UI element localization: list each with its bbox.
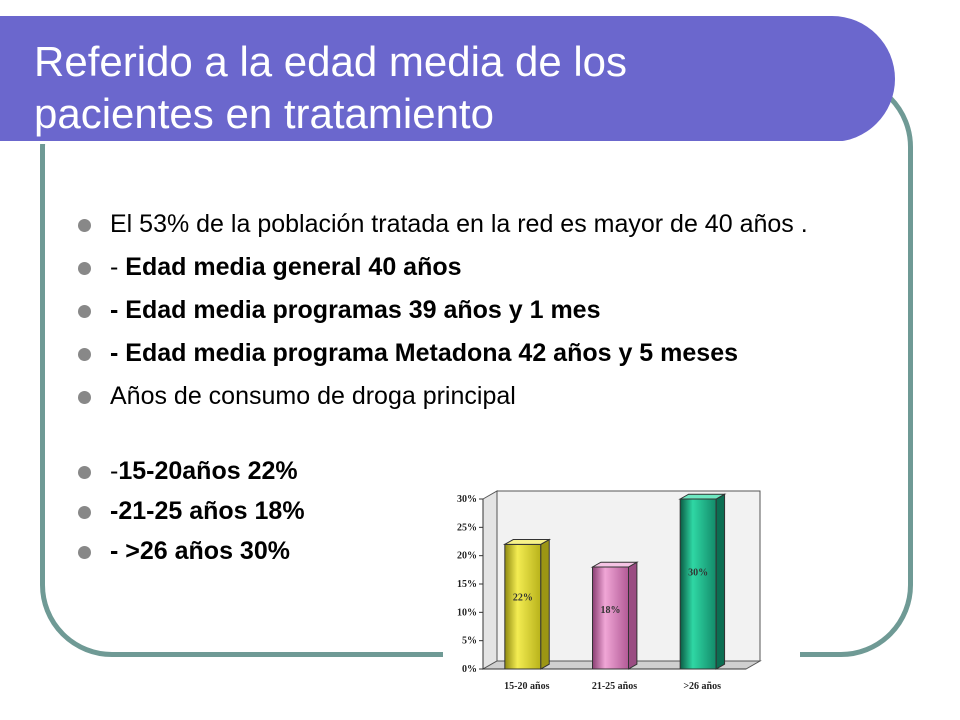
bar-front [679, 498, 717, 670]
bar-top [678, 493, 727, 500]
chart-side-wall [482, 490, 498, 670]
bullet-item: El 53% de la población tratada en la red… [78, 210, 878, 238]
bullet-item: - >26 años 30% [78, 537, 878, 565]
y-tick-label: 0% [462, 664, 477, 675]
bar: 30% [678, 493, 727, 670]
y-tick-label: 10% [457, 607, 477, 618]
bar: 22% [502, 538, 552, 670]
bar-side [715, 493, 726, 670]
bullet-item: - Edad media programa Metadona 42 años y… [78, 339, 878, 367]
bar: 18% [590, 561, 639, 670]
bar-side [628, 561, 638, 670]
bullet-item: - Edad media general 40 años [78, 253, 878, 281]
y-tick-label: 20% [457, 551, 477, 562]
slide-title-line-1: Referido a la edad media de los [34, 38, 628, 85]
y-tick-label: 5% [462, 636, 477, 647]
bar-top [502, 539, 552, 545]
y-tick-label: 30% [457, 494, 477, 505]
bar-chart: 0% 5% 10% 15% 20% 25% 30% 22% 18% 30% 15-20 años… [457, 490, 762, 692]
data-label: 30% [688, 568, 708, 579]
slide-title: Referido a la edad media de los paciente… [34, 36, 627, 140]
x-tick-label: 15-20 años [504, 681, 549, 692]
bar-front [504, 543, 542, 670]
bar-side [540, 538, 550, 670]
y-tick-label: 15% [457, 579, 477, 590]
data-label: 22% [513, 592, 533, 603]
bar-front [592, 566, 629, 670]
bullet-item: -21-25 años 18% [78, 497, 878, 525]
x-tick-label: 21-25 años [592, 681, 637, 692]
bullet-list: El 53% de la población tratada en la red… [78, 210, 878, 565]
y-tick-label: 25% [457, 522, 477, 533]
title-underline [0, 141, 848, 144]
bullet-item: Años de consumo de droga principal [78, 382, 878, 410]
x-tick-label: >26 años [683, 681, 721, 692]
data-label: 18% [601, 605, 621, 616]
bar-top [590, 561, 639, 568]
bullet-item: -15-20años 22% [78, 457, 878, 485]
title-bar: Referido a la edad media de los paciente… [0, 16, 895, 144]
chart-panel: 0% 5% 10% 15% 20% 25% 30% 22% 18% 30% 15-20 años… [443, 485, 800, 720]
bullet-item: - Edad media programas 39 años y 1 mes [78, 296, 878, 324]
slide-title-line-2: pacientes en tratamiento [34, 90, 494, 137]
